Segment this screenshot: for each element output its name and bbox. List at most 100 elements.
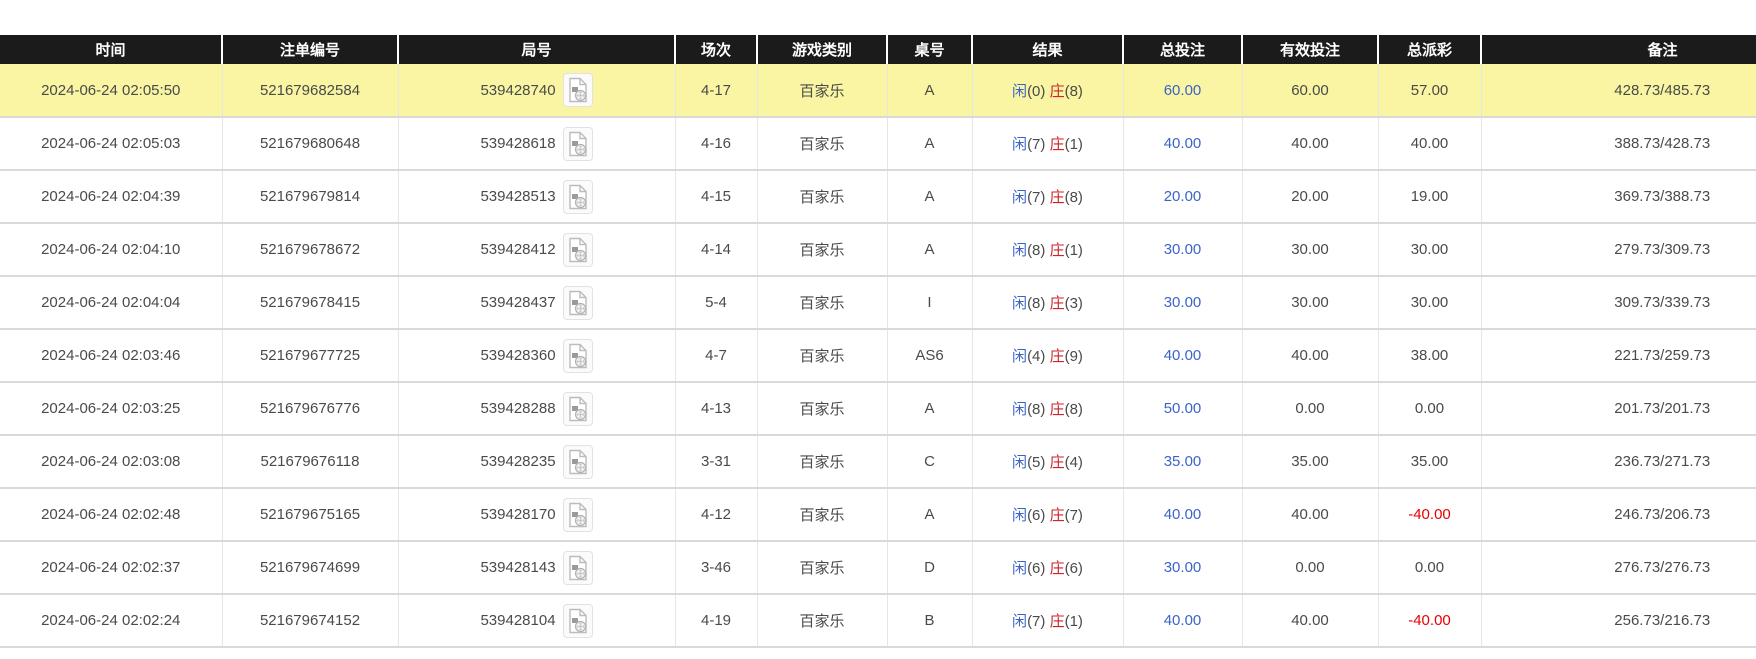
- session-cell: 4-15: [675, 170, 758, 223]
- valid-bet-cell: 40.00: [1242, 594, 1379, 647]
- table-row[interactable]: 2024-06-24 02:02:37 521679674699 5394281…: [0, 541, 1756, 594]
- table-row[interactable]: 2024-06-24 02:03:25 521679676776 5394282…: [0, 382, 1756, 435]
- game-type-cell: 百家乐: [757, 594, 888, 647]
- table-row[interactable]: 2024-06-24 02:02:24 521679674152 5394281…: [0, 594, 1756, 647]
- result-player-score: (4): [1027, 348, 1046, 365]
- bet-history-table: 时间 注单编号 局号 场次 游戏类别 桌号 结果 总投注 有效投注 总派彩 备注 2024-06-2…: [0, 35, 1756, 648]
- video-replay-icon: [568, 131, 587, 156]
- total-bet-link[interactable]: 35.00: [1123, 435, 1243, 488]
- result-cell: 闲(4) 庄(9): [972, 329, 1124, 382]
- round-number-cell: 539428170: [398, 488, 676, 541]
- game-type-cell: 百家乐: [757, 382, 888, 435]
- table-row[interactable]: 2024-06-24 02:04:04 521679678415 5394284…: [0, 276, 1756, 329]
- round-number-cell: 539428360: [398, 329, 676, 382]
- remark-cell: 388.73/428.73: [1614, 135, 1711, 152]
- round-number-text: 539428288: [480, 400, 556, 417]
- result-player-label: 闲: [1012, 348, 1028, 365]
- table-row[interactable]: 2024-06-24 02:05:50 521679682584 5394287…: [0, 64, 1756, 117]
- order-number-cell: 521679676118: [222, 435, 399, 488]
- remark-cell: 279.73/309.73: [1614, 241, 1711, 258]
- payout-cell: 30.00: [1378, 276, 1482, 329]
- remark-cell: 236.73/271.73: [1614, 453, 1711, 470]
- time-cell: 2024-06-24 02:02:48: [0, 488, 223, 541]
- video-replay-button[interactable]: [562, 603, 593, 638]
- video-replay-button[interactable]: [562, 338, 593, 373]
- table-row[interactable]: 2024-06-24 02:05:03 521679680648 5394286…: [0, 117, 1756, 170]
- result-player-label: 闲: [1012, 295, 1028, 312]
- total-bet-link[interactable]: 40.00: [1123, 117, 1243, 170]
- total-bet-link[interactable]: 60.00: [1123, 64, 1243, 117]
- round-number-text: 539428104: [480, 612, 556, 629]
- result-banker-score: (9): [1064, 348, 1083, 365]
- table-number-cell: A: [887, 382, 973, 435]
- table-row[interactable]: 2024-06-24 02:02:48 521679675165 5394281…: [0, 488, 1756, 541]
- video-replay-icon: [568, 77, 587, 103]
- result-cell: 闲(7) 庄(8): [972, 170, 1124, 223]
- order-number-cell: 521679678672: [222, 223, 399, 276]
- payout-cell: 38.00: [1378, 329, 1482, 382]
- payout-cell: 35.00: [1378, 435, 1482, 488]
- total-bet-link[interactable]: 40.00: [1123, 488, 1243, 541]
- total-bet-link[interactable]: 30.00: [1123, 276, 1243, 329]
- total-bet-link[interactable]: 50.00: [1123, 382, 1243, 435]
- payout-cell: 0.00: [1378, 541, 1482, 594]
- result-cell: 闲(7) 庄(1): [972, 117, 1124, 170]
- time-cell: 2024-06-24 02:03:25: [0, 382, 223, 435]
- column-header-order_no: 注单编号: [222, 35, 399, 64]
- total-bet-link[interactable]: 30.00: [1123, 223, 1243, 276]
- time-cell: 2024-06-24 02:04:39: [0, 170, 223, 223]
- total-bet-link[interactable]: 40.00: [1123, 329, 1243, 382]
- table-number-cell: B: [887, 594, 973, 647]
- result-cell: 闲(7) 庄(1): [972, 594, 1124, 647]
- table-number-cell: A: [887, 64, 973, 117]
- order-number-cell: 521679678415: [222, 276, 399, 329]
- result-player-label: 闲: [1012, 560, 1028, 577]
- video-replay-button[interactable]: [562, 550, 593, 585]
- remark-cell: 309.73/339.73: [1614, 294, 1711, 311]
- result-player-label: 闲: [1012, 507, 1028, 524]
- total-bet-link[interactable]: 20.00: [1123, 170, 1243, 223]
- payout-cell: 57.00: [1378, 64, 1482, 117]
- order-number-cell: 521679679814: [222, 170, 399, 223]
- column-header-result: 结果: [972, 35, 1124, 64]
- round-number-text: 539428412: [480, 241, 556, 258]
- column-header-game_type: 游戏类别: [757, 35, 888, 64]
- payout-cell: -40.00: [1378, 488, 1482, 541]
- video-replay-button[interactable]: [562, 497, 593, 532]
- video-replay-icon: [568, 343, 587, 368]
- video-replay-button[interactable]: [562, 444, 593, 479]
- table-number-cell: AS6: [887, 329, 973, 382]
- remark-cell: 201.73/201.73: [1614, 400, 1711, 417]
- video-replay-button[interactable]: [562, 391, 593, 426]
- table-number-cell: A: [887, 223, 973, 276]
- order-number-cell: 521679674152: [222, 594, 399, 647]
- video-replay-button[interactable]: [562, 232, 593, 267]
- payout-cell: 40.00: [1378, 117, 1482, 170]
- video-replay-button[interactable]: [562, 126, 593, 161]
- video-replay-button[interactable]: [562, 73, 593, 107]
- table-row[interactable]: 2024-06-24 02:03:46 521679677725 5394283…: [0, 329, 1756, 382]
- result-player-score: (8): [1027, 401, 1046, 418]
- round-number-text: 539428513: [480, 188, 556, 205]
- order-number-cell: 521679682584: [222, 64, 399, 117]
- column-header-payout: 总派彩: [1378, 35, 1482, 64]
- order-number-cell: 521679677725: [222, 329, 399, 382]
- total-bet-link[interactable]: 40.00: [1123, 594, 1243, 647]
- total-bet-link[interactable]: 30.00: [1123, 541, 1243, 594]
- result-banker-score: (8): [1064, 401, 1083, 418]
- result-cell: 闲(6) 庄(6): [972, 541, 1124, 594]
- round-number-cell: 539428288: [398, 382, 676, 435]
- video-replay-button[interactable]: [562, 179, 593, 214]
- remark-cell: 256.73/216.73: [1614, 612, 1711, 629]
- game-type-cell: 百家乐: [757, 170, 888, 223]
- table-row[interactable]: 2024-06-24 02:04:39 521679679814 5394285…: [0, 170, 1756, 223]
- table-row[interactable]: 2024-06-24 02:04:10 521679678672 5394284…: [0, 223, 1756, 276]
- column-header-valid_bet: 有效投注: [1242, 35, 1379, 64]
- video-replay-button[interactable]: [562, 285, 593, 320]
- result-banker-score: (1): [1064, 613, 1083, 630]
- result-player-label: 闲: [1012, 454, 1028, 471]
- table-row[interactable]: 2024-06-24 02:03:08 521679676118 5394282…: [0, 435, 1756, 488]
- result-player-score: (0): [1027, 82, 1046, 100]
- column-header-round_no: 局号: [398, 35, 676, 64]
- result-banker-label: 庄: [1049, 401, 1065, 418]
